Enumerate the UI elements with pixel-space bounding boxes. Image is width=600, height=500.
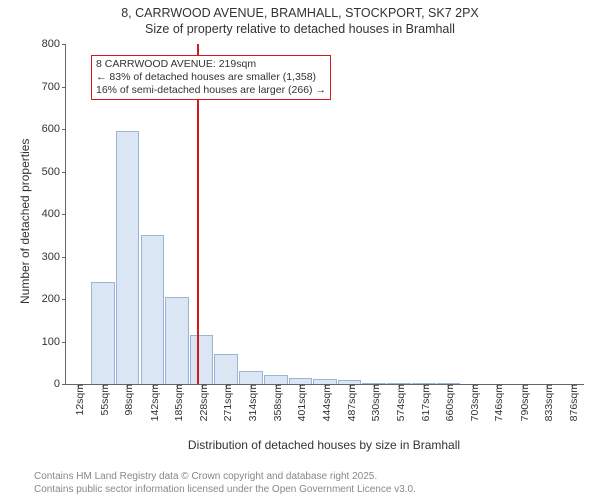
annotation-line: 16% of semi-detached houses are larger (… bbox=[96, 84, 326, 97]
x-tick-label: 617sqm bbox=[416, 384, 432, 421]
histogram-bar bbox=[289, 378, 313, 384]
x-tick-label: 185sqm bbox=[169, 384, 185, 421]
x-tick-label: 530sqm bbox=[366, 384, 382, 421]
chart-container: 8, CARRWOOD AVENUE, BRAMHALL, STOCKPORT,… bbox=[0, 0, 600, 500]
x-tick-label: 358sqm bbox=[268, 384, 284, 421]
histogram-bar bbox=[313, 379, 337, 384]
histogram-bar bbox=[91, 282, 115, 384]
histogram-bar bbox=[362, 383, 386, 384]
histogram-bar bbox=[387, 383, 411, 384]
x-tick-label: 703sqm bbox=[465, 384, 481, 421]
histogram-bar bbox=[437, 383, 461, 384]
y-axis-label: Number of detached properties bbox=[18, 139, 32, 304]
x-tick-label: 487sqm bbox=[342, 384, 358, 421]
histogram-bar bbox=[190, 335, 214, 384]
footer-line-1: Contains HM Land Registry data © Crown c… bbox=[34, 471, 416, 484]
annotation-line: 8 CARRWOOD AVENUE: 219sqm bbox=[96, 58, 326, 71]
x-tick-label: 660sqm bbox=[440, 384, 456, 421]
x-tick-label: 746sqm bbox=[489, 384, 505, 421]
x-tick-label: 833sqm bbox=[539, 384, 555, 421]
title-line-2: Size of property relative to detached ho… bbox=[0, 22, 600, 38]
histogram-bar bbox=[165, 297, 189, 384]
annotation-box: 8 CARRWOOD AVENUE: 219sqm← 83% of detach… bbox=[91, 55, 331, 100]
x-tick-label: 12sqm bbox=[70, 384, 86, 416]
histogram-bar bbox=[141, 235, 165, 384]
x-tick-label: 55sqm bbox=[95, 384, 111, 416]
footer-attribution: Contains HM Land Registry data © Crown c… bbox=[34, 471, 416, 496]
histogram-bar bbox=[338, 380, 362, 384]
x-tick-label: 98sqm bbox=[119, 384, 135, 416]
title-line-1: 8, CARRWOOD AVENUE, BRAMHALL, STOCKPORT,… bbox=[0, 6, 600, 22]
x-tick-label: 228sqm bbox=[194, 384, 210, 421]
x-tick-label: 401sqm bbox=[292, 384, 308, 421]
histogram-bar bbox=[116, 131, 140, 384]
x-tick-label: 574sqm bbox=[391, 384, 407, 421]
histogram-bar bbox=[239, 371, 263, 384]
x-tick-label: 271sqm bbox=[218, 384, 234, 421]
x-tick-label: 876sqm bbox=[564, 384, 580, 421]
x-tick-label: 444sqm bbox=[317, 384, 333, 421]
x-axis-label: Distribution of detached houses by size … bbox=[65, 438, 583, 452]
x-tick-label: 790sqm bbox=[515, 384, 531, 421]
histogram-bar bbox=[214, 354, 238, 384]
plot-area: 010020030040050060070080012sqm55sqm98sqm… bbox=[65, 44, 584, 385]
title-block: 8, CARRWOOD AVENUE, BRAMHALL, STOCKPORT,… bbox=[0, 0, 600, 37]
footer-line-2: Contains public sector information licen… bbox=[34, 484, 416, 497]
histogram-bar bbox=[412, 383, 436, 384]
annotation-line: ← 83% of detached houses are smaller (1,… bbox=[96, 71, 326, 84]
histogram-bar bbox=[264, 375, 288, 384]
x-tick-label: 314sqm bbox=[243, 384, 259, 421]
x-tick-label: 142sqm bbox=[145, 384, 161, 421]
